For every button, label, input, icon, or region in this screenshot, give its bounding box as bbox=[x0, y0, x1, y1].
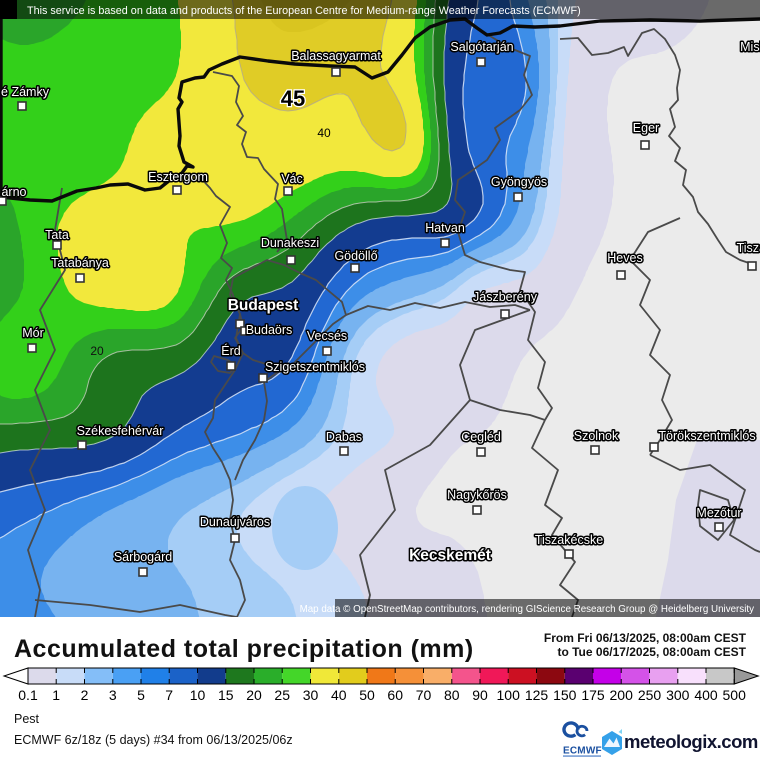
svg-text:250: 250 bbox=[638, 687, 662, 703]
svg-text:Budapest: Budapest bbox=[228, 297, 299, 314]
svg-text:é Zámky: é Zámky bbox=[1, 85, 50, 99]
svg-text:Mezőtúr: Mezőtúr bbox=[696, 506, 741, 520]
svg-text:Dunaújváros: Dunaújváros bbox=[200, 515, 270, 529]
svg-text:500: 500 bbox=[723, 687, 747, 703]
svg-text:90: 90 bbox=[472, 687, 488, 703]
svg-text:Hatvan: Hatvan bbox=[425, 221, 465, 235]
svg-text:Vecsés: Vecsés bbox=[307, 329, 347, 343]
svg-text:45: 45 bbox=[281, 86, 305, 111]
svg-text:3: 3 bbox=[109, 687, 117, 703]
svg-text:300: 300 bbox=[666, 687, 690, 703]
svg-text:50: 50 bbox=[359, 687, 375, 703]
svg-text:175: 175 bbox=[581, 687, 605, 703]
svg-text:2: 2 bbox=[81, 687, 89, 703]
svg-text:80: 80 bbox=[444, 687, 460, 703]
svg-text:This service is based on data: This service is based on data and produc… bbox=[27, 5, 581, 17]
svg-text:0.1: 0.1 bbox=[18, 687, 38, 703]
svg-text:20: 20 bbox=[90, 344, 104, 358]
svg-text:Dabas: Dabas bbox=[326, 430, 362, 444]
svg-text:ECMWF: ECMWF bbox=[563, 746, 602, 757]
svg-text:Érd: Érd bbox=[221, 343, 241, 358]
svg-text:Gödöllő: Gödöllő bbox=[334, 249, 377, 263]
svg-text:Székesfehérvár: Székesfehérvár bbox=[77, 424, 164, 438]
svg-text:100: 100 bbox=[497, 687, 521, 703]
svg-text:200: 200 bbox=[610, 687, 634, 703]
svg-text:60: 60 bbox=[387, 687, 403, 703]
svg-text:Sárbogárd: Sárbogárd bbox=[114, 550, 172, 564]
svg-text:20: 20 bbox=[246, 687, 262, 703]
svg-text:Cegléd: Cegléd bbox=[461, 430, 501, 444]
svg-text:Eger: Eger bbox=[633, 121, 659, 135]
svg-text:40: 40 bbox=[317, 126, 331, 140]
svg-text:70: 70 bbox=[416, 687, 432, 703]
svg-text:Kecskemét: Kecskemét bbox=[409, 547, 491, 564]
svg-text:Nagykőrös: Nagykőrös bbox=[447, 488, 507, 502]
svg-text:meteologix.com: meteologix.com bbox=[624, 731, 758, 752]
svg-text:125: 125 bbox=[525, 687, 549, 703]
svg-text:30: 30 bbox=[303, 687, 319, 703]
svg-text:Misk: Misk bbox=[740, 40, 760, 54]
svg-text:Balassagyarmat: Balassagyarmat bbox=[291, 49, 381, 63]
svg-text:Tata: Tata bbox=[45, 228, 69, 242]
svg-text:400: 400 bbox=[694, 687, 718, 703]
svg-text:1: 1 bbox=[52, 687, 60, 703]
svg-text:Tiszakécske: Tiszakécske bbox=[535, 533, 603, 547]
svg-text:40: 40 bbox=[331, 687, 347, 703]
svg-text:Heves: Heves bbox=[607, 251, 642, 265]
svg-text:Gyöngyös: Gyöngyös bbox=[491, 175, 547, 189]
svg-text:Tatabánya: Tatabánya bbox=[51, 256, 109, 270]
svg-text:Törökszentmiklós: Törökszentmiklós bbox=[658, 429, 755, 443]
svg-text:Jászberény: Jászberény bbox=[473, 290, 538, 304]
svg-text:5: 5 bbox=[137, 687, 145, 703]
svg-text:Salgótarján: Salgótarján bbox=[450, 40, 513, 54]
svg-text:Mór: Mór bbox=[22, 326, 44, 340]
svg-text:Budaörs: Budaörs bbox=[246, 323, 293, 337]
svg-text:Map data © OpenStreetMap contr: Map data © OpenStreetMap contributors, r… bbox=[300, 604, 755, 615]
svg-text:Szolnok: Szolnok bbox=[574, 429, 619, 443]
svg-text:Szigetszentmiklós: Szigetszentmiklós bbox=[265, 360, 365, 374]
svg-text:Tiszaf: Tiszaf bbox=[737, 241, 760, 255]
svg-text:Esztergom: Esztergom bbox=[148, 170, 208, 184]
svg-text:Dunakeszi: Dunakeszi bbox=[261, 236, 319, 250]
svg-text:Vác: Vác bbox=[281, 172, 303, 186]
svg-text:10: 10 bbox=[190, 687, 206, 703]
svg-text:7: 7 bbox=[165, 687, 173, 703]
svg-text:150: 150 bbox=[553, 687, 577, 703]
svg-text:25: 25 bbox=[274, 687, 290, 703]
svg-text:árno: árno bbox=[1, 185, 26, 199]
svg-text:15: 15 bbox=[218, 687, 234, 703]
